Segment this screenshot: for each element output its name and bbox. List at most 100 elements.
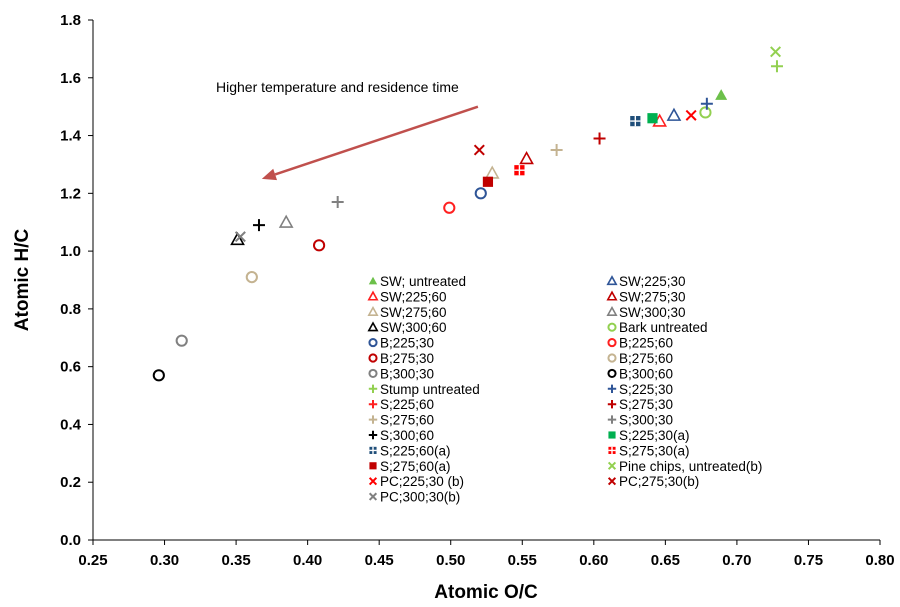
y-tick-label: 1.8	[60, 12, 81, 29]
legend-label: S;225;60	[380, 397, 434, 412]
legend-item: S;225;60	[368, 397, 434, 412]
x-tick-label: 0.30	[150, 552, 179, 569]
data-point-cross	[514, 165, 525, 176]
y-tick-label: 0.6	[60, 359, 81, 376]
data-point	[230, 231, 245, 246]
data-point	[514, 165, 525, 176]
legend-item: S;275;30(a)	[608, 443, 690, 458]
legend-item: SW;300;30	[606, 305, 686, 320]
legend-label: B;300;60	[619, 366, 673, 381]
legend-item: S;225;60(a)	[369, 443, 451, 458]
y-tick-label: 1.6	[60, 70, 81, 87]
legend-marker	[607, 461, 617, 470]
legend-label: B;275;60	[619, 351, 673, 366]
legend-label: B;300;30	[380, 366, 434, 381]
y-tick-label: 0.8	[60, 301, 81, 318]
annotation: Higher temperature and residence time	[216, 79, 479, 181]
legend-label: PC;275;30(b)	[619, 474, 699, 489]
legend-marker-cross	[608, 446, 616, 454]
data-point	[700, 97, 713, 110]
data-point-cross	[630, 116, 641, 127]
legend-label: S;225;30	[619, 382, 673, 397]
legend-marker	[368, 384, 378, 393]
legend-marker	[607, 338, 617, 348]
x-tick-label: 0.50	[436, 552, 465, 569]
legend-marker	[368, 400, 378, 409]
legend-item: S;275;60	[368, 413, 434, 428]
legend-item: S;275;60(a)	[369, 459, 451, 474]
x-tick-label: 0.55	[508, 552, 537, 569]
data-point	[770, 46, 782, 58]
legend-marker	[368, 492, 378, 501]
legend-marker	[368, 338, 378, 348]
x-tick-label: 0.40	[293, 552, 322, 569]
legend-marker	[607, 322, 617, 332]
data-point	[331, 196, 344, 208]
legend-item: S;225;30(a)	[608, 428, 690, 443]
legend-item: B;275;30	[368, 351, 434, 366]
legend-label: PC;225;30 (b)	[380, 474, 464, 489]
legend-marker	[608, 431, 616, 439]
legend-label: Pine chips, untreated(b)	[619, 459, 762, 474]
legend-marker	[368, 368, 378, 378]
legend-item: SW;300;60	[367, 320, 447, 335]
y-axis-title: Atomic H/C	[12, 229, 33, 332]
data-point	[593, 132, 606, 145]
data-point	[770, 60, 783, 73]
legend-label: SW;225;60	[380, 289, 447, 304]
x-tick-label: 0.60	[579, 552, 608, 569]
data-point	[550, 144, 563, 156]
y-tick-label: 1.2	[60, 185, 81, 202]
legend-label: S;225;60(a)	[380, 443, 451, 458]
legend-item: B;300;30	[368, 366, 434, 381]
legend-label: SW;300;30	[619, 305, 686, 320]
annotation-arrowhead	[261, 168, 278, 181]
legend-marker	[367, 321, 379, 332]
annotation-text: Higher temperature and residence time	[216, 79, 459, 95]
data-point	[175, 334, 188, 347]
legend-item: B;300;60	[607, 366, 673, 381]
y-tick-label: 0.4	[60, 416, 82, 433]
legend-label: SW;275;60	[380, 305, 447, 320]
x-axis-title: Atomic O/C	[434, 582, 538, 603]
legend-item: SW;225;30	[606, 274, 686, 289]
legend-marker	[368, 276, 378, 285]
x-tick-label: 0.65	[651, 552, 680, 569]
data-point	[685, 109, 697, 121]
legend-marker	[608, 446, 616, 454]
legend-label: Bark untreated	[619, 320, 708, 335]
legend-label: S;300;30	[619, 413, 673, 428]
legend-marker	[607, 477, 617, 486]
legend-item: SW;275;30	[606, 289, 686, 304]
data-point	[443, 201, 456, 214]
legend-label: S;275;60	[380, 413, 434, 428]
legend-label: B;225;30	[380, 336, 434, 351]
legend-marker	[607, 400, 617, 409]
legend-marker	[606, 305, 618, 316]
legend-item: PC;300;30(b)	[368, 490, 460, 505]
y-tick-label: 1.4	[60, 128, 82, 145]
legend-marker	[368, 353, 378, 363]
legend-label: S;225;30(a)	[619, 428, 690, 443]
legend-label: B;225;60	[619, 336, 673, 351]
x-tick-label: 0.70	[722, 552, 751, 569]
data-point	[482, 176, 494, 187]
legend-marker	[607, 384, 617, 393]
legend-marker	[606, 290, 618, 301]
data-point	[715, 89, 728, 100]
legend-item: Stump untreated	[368, 382, 480, 397]
annotation-arrow	[274, 105, 479, 176]
legend-item: B;275;60	[607, 351, 673, 366]
legend-label: Stump untreated	[380, 382, 480, 397]
data-point	[630, 116, 641, 127]
legend-marker	[367, 290, 379, 301]
legend-item: B;225;30	[368, 336, 434, 351]
legend-label: SW;300;60	[380, 320, 447, 335]
data-point	[245, 271, 258, 284]
legend-label: S;275;60(a)	[380, 459, 451, 474]
y-tick-label: 0.2	[60, 474, 81, 491]
legend-item: S;300;30	[607, 413, 673, 428]
legend-item: B;225;60	[607, 336, 673, 351]
data-point	[519, 151, 534, 165]
